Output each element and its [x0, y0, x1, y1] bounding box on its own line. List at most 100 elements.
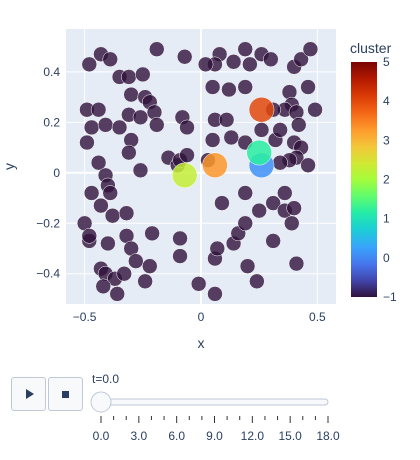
scatter-point: [204, 79, 221, 95]
scatter-point: [135, 66, 151, 83]
scatter-point: [286, 200, 302, 216]
scatter-point: [251, 202, 267, 219]
stop-button[interactable]: [48, 377, 83, 411]
y-tick-label: −0.4: [36, 267, 60, 281]
marker-group: [76, 41, 323, 302]
x-tick-label: 0.5: [309, 310, 326, 324]
scatter-point: [207, 286, 223, 302]
scatter-point: [302, 41, 319, 57]
scatter-point: [90, 154, 107, 171]
scatter-point: [81, 228, 98, 244]
scatter-point: [90, 101, 107, 118]
scatter-point: [81, 56, 98, 73]
scatter-point: [83, 185, 100, 201]
colorbar-tick-label: 5: [383, 55, 390, 69]
y-tick-label: 0: [53, 166, 60, 180]
y-axis-title: y: [1, 163, 17, 170]
colorbar-title: cluster: [350, 40, 392, 56]
scatter-point: [225, 54, 242, 70]
scatter-point: [237, 79, 253, 95]
scatter-point: [109, 286, 125, 302]
scatter-point: [179, 119, 195, 136]
highlight-point: [171, 162, 198, 189]
scatter-point: [265, 233, 281, 249]
slider-tick-label: 15.0: [278, 429, 302, 443]
colorbar-tick-label: 4: [383, 94, 390, 108]
scatter-point: [284, 215, 300, 232]
colorbar: [351, 62, 377, 297]
scatter-point: [209, 240, 226, 257]
y-tick-label: −0.2: [36, 216, 60, 230]
scatter-point: [300, 79, 316, 95]
scatter-point: [237, 41, 253, 57]
scatter-point: [288, 255, 305, 272]
scatter-point: [123, 86, 139, 103]
colorbar-tick-label: −1: [383, 290, 397, 304]
scatter-point: [190, 276, 207, 292]
play-icon: [25, 389, 34, 399]
scatter-point: [221, 81, 237, 98]
scatter-point: [144, 225, 160, 242]
scatter-point: [253, 122, 270, 138]
scatter-point: [121, 69, 137, 85]
scatter-point: [149, 117, 165, 133]
x-tick-label: 0: [198, 310, 205, 324]
slider-handle[interactable]: [90, 391, 112, 413]
scatter-point: [97, 117, 114, 133]
y-tick-label: 0.2: [43, 115, 60, 129]
scatter-point: [111, 119, 128, 136]
slider-tick-label: 9.0: [206, 429, 223, 443]
scatter-point: [214, 195, 230, 211]
scatter-point: [132, 162, 149, 179]
x-tick-label: −0.5: [73, 310, 97, 324]
scatter-point: [95, 278, 111, 295]
scatter-point: [291, 117, 307, 133]
scatter-point: [239, 258, 256, 274]
scatter-point: [142, 258, 158, 274]
x-axis-title: x: [198, 335, 205, 351]
slider-tick-label: 3.0: [130, 429, 147, 443]
scatter-point: [100, 235, 116, 252]
scatter-point: [118, 205, 135, 221]
slider-tick-label: 18.0: [316, 429, 340, 443]
slider-rail: [100, 398, 329, 406]
slider-tick-label: 0.0: [93, 429, 110, 443]
colorbar-tick-label: 2: [383, 173, 390, 187]
scatter-point: [272, 154, 288, 171]
scatter-point: [121, 144, 137, 161]
scatter-point: [307, 101, 323, 118]
slider-current-value: t=0.0: [92, 372, 120, 386]
scatter-point: [249, 273, 265, 290]
scatter-point: [116, 265, 132, 282]
scatter-point: [79, 134, 95, 151]
colorbar-tick-label: 3: [383, 133, 390, 147]
scatter-point: [223, 129, 240, 146]
scatter-point: [93, 197, 109, 214]
scatter-point: [104, 207, 121, 224]
colorbar-tick-label: 1: [383, 212, 390, 226]
scatter-point: [263, 51, 279, 68]
scatter-point: [128, 253, 144, 269]
scatter-point: [277, 185, 293, 201]
scatter-point: [265, 195, 281, 211]
scatter-point: [272, 122, 288, 138]
scatter-point: [197, 56, 214, 73]
slider-tick-label: 6.0: [168, 429, 185, 443]
scatter-point: [242, 56, 258, 73]
scatter-point: [172, 248, 188, 264]
colorbar-tick-label: 0: [383, 251, 390, 265]
highlight-point: [248, 96, 275, 123]
scatter-point: [102, 51, 118, 68]
scatter-point: [237, 215, 253, 232]
scatter-point: [179, 147, 195, 163]
highlight-point: [246, 139, 272, 166]
scatter-point: [137, 273, 153, 290]
slider-tick-label: 12.0: [241, 429, 265, 443]
scatter-point: [237, 185, 253, 201]
scatter-point: [83, 119, 100, 136]
scatter-point: [149, 41, 165, 57]
y-tick-label: 0.4: [43, 65, 60, 79]
play-button[interactable]: [11, 377, 46, 411]
scatter-point: [204, 132, 221, 148]
